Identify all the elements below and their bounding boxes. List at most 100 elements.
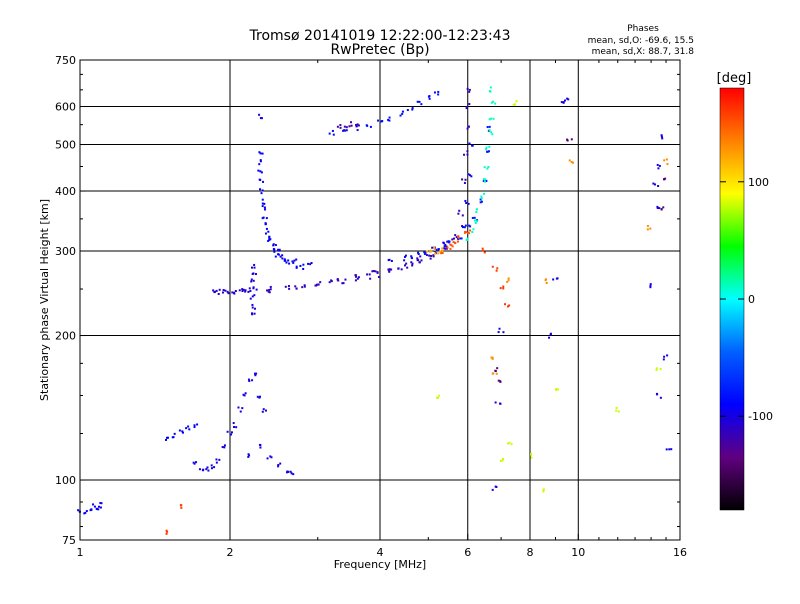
data-point [206,466,209,469]
stats-x-mode: mean, sd,X: 88.7, 31.8 [592,47,695,57]
data-point [259,160,262,163]
data-point [437,90,440,93]
y-tick-label: 200 [55,330,76,343]
data-point [165,438,168,441]
data-point [287,285,290,288]
y-tick-label: 400 [55,185,76,198]
data-point [350,124,353,127]
data-point [465,231,468,234]
data-point [244,289,247,292]
data-point [649,284,652,287]
data-point [451,245,454,248]
data-point [450,244,453,247]
data-point [410,256,413,259]
data-point [496,267,499,270]
data-point [431,246,434,249]
data-point [510,443,513,446]
data-point [260,192,263,195]
data-point [545,281,548,284]
data-point [464,178,467,181]
data-point [646,225,649,228]
data-point [261,217,264,220]
data-point [436,396,439,399]
data-point [445,247,448,250]
data-point [463,231,466,234]
data-point [447,240,450,243]
data-point [210,464,213,467]
data-point [251,379,254,382]
data-point [482,249,485,252]
data-point [470,175,473,178]
data-point [262,180,265,183]
data-point [260,171,263,174]
data-point [376,271,379,274]
data-point [374,270,377,273]
data-point [480,197,483,200]
data-point [465,106,468,109]
data-point [445,245,448,248]
data-point [388,116,391,119]
data-point [452,237,455,240]
data-point [261,198,264,201]
data-point [259,178,262,181]
data-point [182,431,185,434]
data-point [468,142,471,145]
data-point [664,177,667,180]
grid-lines [80,60,680,540]
data-point [400,268,403,271]
data-point [429,250,432,253]
data-point [258,163,261,166]
data-point [388,119,391,122]
data-point [248,380,251,383]
x-tick-label: 1 [77,546,84,559]
data-point [241,290,244,293]
data-point [196,423,199,426]
data-point [447,241,450,244]
data-point [430,254,433,257]
data-point [173,432,176,435]
data-point [299,264,302,267]
data-point [552,278,555,281]
data-point [542,490,545,493]
data-point [507,279,510,282]
data-point [222,288,225,291]
data-point [491,265,494,268]
data-point [656,393,659,396]
data-point [670,448,673,451]
data-point [343,125,346,128]
data-point [258,113,261,116]
data-point [659,368,662,371]
data-point [486,150,489,153]
data-point [267,230,270,233]
data-point [463,153,466,156]
data-point [207,469,210,472]
data-point [303,284,306,287]
data-point [440,252,443,255]
data-point [437,394,440,397]
data-point [283,258,286,261]
data-point [266,457,269,460]
data-point [255,372,258,375]
data-point [90,508,93,511]
data-point [277,249,280,252]
data-point [490,131,493,134]
data-point [556,388,559,391]
data-point [372,269,375,272]
data-point [287,259,290,262]
data-point [411,108,414,111]
x-tick-label: 4 [377,546,384,559]
data-point [411,107,414,110]
data-point [259,188,262,191]
data-point [369,125,372,128]
data-point [401,112,404,115]
data-point [466,231,469,234]
data-point [425,254,428,257]
data-point [258,396,261,399]
data-point [198,468,201,471]
colorbar-tick-label: 0 [748,293,755,306]
data-point [195,461,198,464]
data-point [570,138,573,141]
data-point [345,129,348,132]
data-point [248,454,251,457]
data-point [97,505,100,508]
